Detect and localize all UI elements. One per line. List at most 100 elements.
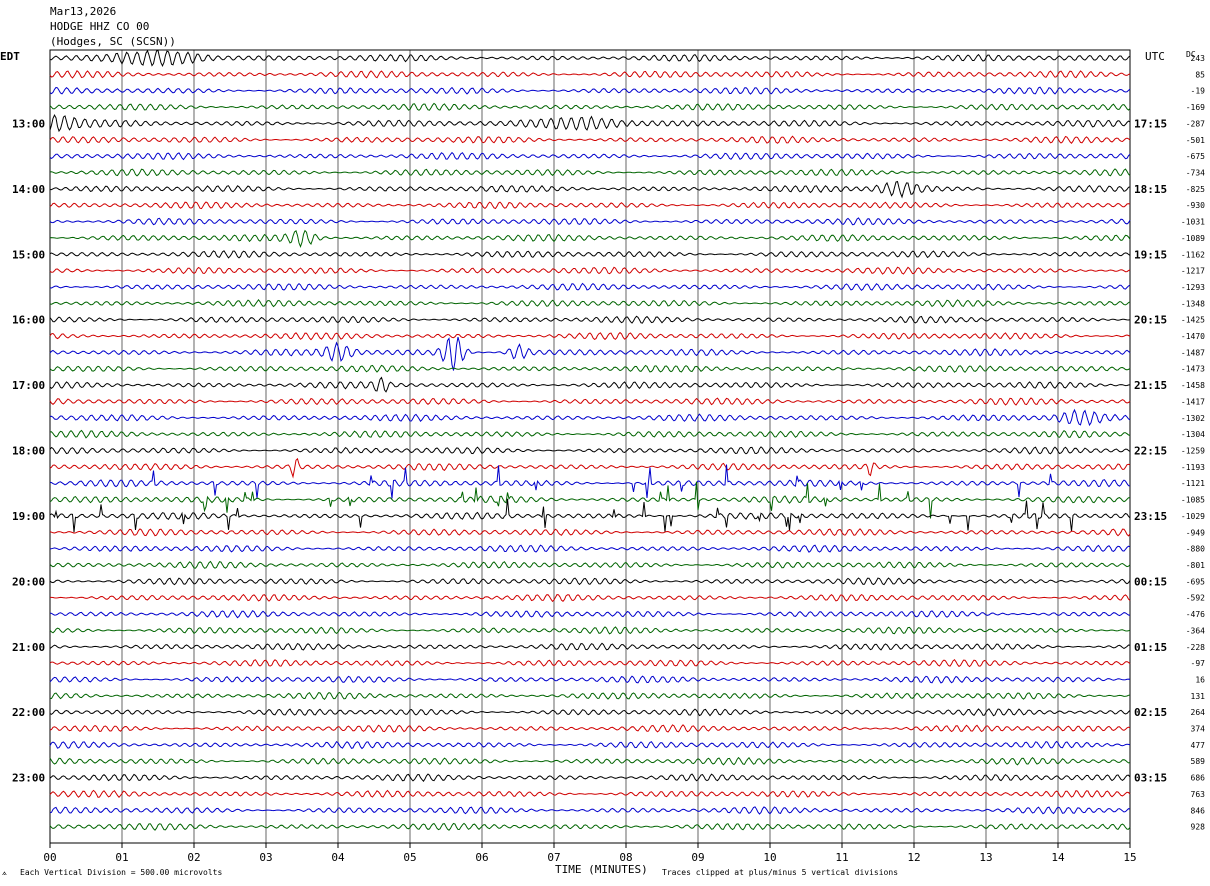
- clip-note: Traces clipped at plus/minus 5 vertical …: [662, 868, 899, 877]
- dc-offset-label: -880: [1186, 545, 1205, 554]
- dc-offset-label: -1473: [1181, 365, 1205, 374]
- trace-line: [49, 86, 1131, 95]
- dc-offset-label: -1085: [1181, 496, 1205, 505]
- dc-offset-label: 243: [1191, 54, 1206, 63]
- trace-line: [49, 376, 1131, 393]
- trace-line: [49, 806, 1131, 815]
- dc-offset-label: -1487: [1181, 348, 1205, 357]
- dc-offset-label: -364: [1186, 626, 1205, 635]
- trace-line: [49, 331, 1131, 341]
- trace-line: [49, 457, 1131, 479]
- edt-hour-label: 22:00: [12, 706, 45, 719]
- trace-line: [49, 528, 1131, 537]
- dc-offset-label: -169: [1186, 103, 1205, 112]
- x-tick-label: 02: [187, 851, 200, 864]
- dc-offset-label: -1193: [1181, 463, 1205, 472]
- x-tick-label: 09: [691, 851, 704, 864]
- dc-offset-label: -1293: [1181, 283, 1205, 292]
- utc-hour-label: 22:15: [1134, 445, 1167, 458]
- edt-hour-label: 17:00: [12, 379, 45, 392]
- trace-line: [49, 498, 1131, 533]
- trace-line: [49, 49, 1131, 67]
- dc-offset-label: -1304: [1181, 430, 1205, 439]
- x-tick-label: 11: [835, 851, 848, 864]
- utc-hour-label: 03:15: [1134, 772, 1167, 785]
- dc-offset-label: -695: [1186, 577, 1205, 586]
- trace-line: [49, 464, 1131, 499]
- trace-line: [49, 135, 1131, 144]
- edt-hour-label: 14:00: [12, 183, 45, 196]
- dc-offset-label: -1458: [1181, 381, 1205, 390]
- trace-line: [49, 408, 1131, 427]
- utc-hour-label: 01:15: [1134, 641, 1167, 654]
- trace-line: [49, 675, 1131, 684]
- utc-hour-label: 18:15: [1134, 183, 1167, 196]
- dc-offset-label: -1089: [1181, 234, 1205, 243]
- edt-hour-label: 15:00: [12, 248, 45, 261]
- x-tick-label: 01: [115, 851, 128, 864]
- trace-line: [49, 201, 1131, 210]
- x-axis-title: TIME (MINUTES): [555, 863, 648, 876]
- x-tick-label: 05: [403, 851, 416, 864]
- dc-offset-label: -801: [1186, 561, 1205, 570]
- trace-line: [49, 168, 1131, 177]
- dc-offset-label: 16: [1195, 675, 1205, 684]
- dc-offset-label: -825: [1186, 185, 1205, 194]
- x-tick-label: 03: [259, 851, 272, 864]
- trace-line: [49, 336, 1131, 371]
- dc-offset-label: -949: [1186, 528, 1205, 537]
- trace-line: [49, 789, 1131, 798]
- edt-hour-label: 19:00: [12, 510, 45, 523]
- utc-hour-label: 17:15: [1134, 117, 1167, 130]
- dc-offset-label: 846: [1191, 806, 1206, 815]
- dc-offset-label: -734: [1186, 168, 1205, 177]
- dc-offset-label: -1217: [1181, 267, 1205, 276]
- dc-offset-label: 477: [1191, 741, 1206, 750]
- scale-icon: ⟑: [2, 868, 7, 877]
- dc-offset-label: -228: [1186, 643, 1205, 652]
- dc-offset-label: 131: [1191, 692, 1206, 701]
- dc-label: DC: [1186, 50, 1196, 59]
- trace-line: [50, 180, 1131, 199]
- trace-line: [49, 429, 1131, 439]
- dc-offset-label: -19: [1191, 87, 1206, 96]
- trace-line: [49, 822, 1131, 831]
- trace-line: [49, 282, 1131, 292]
- edt-hour-label: 13:00: [12, 117, 45, 130]
- trace-line: [49, 626, 1131, 635]
- dc-offset-label: -1162: [1181, 250, 1205, 259]
- trace-line: [49, 217, 1131, 226]
- trace-line: [49, 397, 1131, 406]
- dc-offset-label: 589: [1191, 757, 1206, 766]
- dc-offset-label: -1348: [1181, 299, 1205, 308]
- dc-offset-label: 763: [1191, 790, 1206, 799]
- vertical-division-note: Each Vertical Division = 500.00 microvol…: [20, 868, 223, 877]
- trace-line: [49, 724, 1131, 733]
- dc-offset-label: -1470: [1181, 332, 1205, 341]
- utc-hour-label: 19:15: [1134, 248, 1167, 261]
- dc-offset-label: -1121: [1181, 479, 1205, 488]
- trace-line: [49, 151, 1131, 161]
- x-tick-label: 15: [1123, 851, 1136, 864]
- trace-line: [49, 577, 1131, 586]
- station-label: HODGE HHZ CO 00: [50, 20, 150, 33]
- location-label: (Hodges, SC (SCSN)): [50, 35, 176, 48]
- trace-line: [49, 756, 1131, 766]
- trace-line: [49, 298, 1131, 308]
- dc-offset-label: -1259: [1181, 447, 1205, 456]
- dc-offset-label: -476: [1186, 610, 1205, 619]
- edt-hour-label: 20:00: [12, 575, 45, 588]
- x-tick-label: 00: [43, 851, 56, 864]
- trace-line: [49, 609, 1131, 619]
- dc-offset-label: -1029: [1181, 512, 1205, 521]
- trace-line: [49, 708, 1131, 717]
- utc-label: UTC: [1145, 50, 1165, 63]
- dc-offset-label: -930: [1186, 201, 1205, 210]
- dc-offset-label: -501: [1186, 136, 1205, 145]
- date-label: Mar13,2026: [50, 5, 117, 18]
- trace-line: [49, 315, 1131, 324]
- utc-hour-label: 00:15: [1134, 575, 1167, 588]
- trace-line: [49, 642, 1131, 651]
- trace-line: [49, 481, 1130, 519]
